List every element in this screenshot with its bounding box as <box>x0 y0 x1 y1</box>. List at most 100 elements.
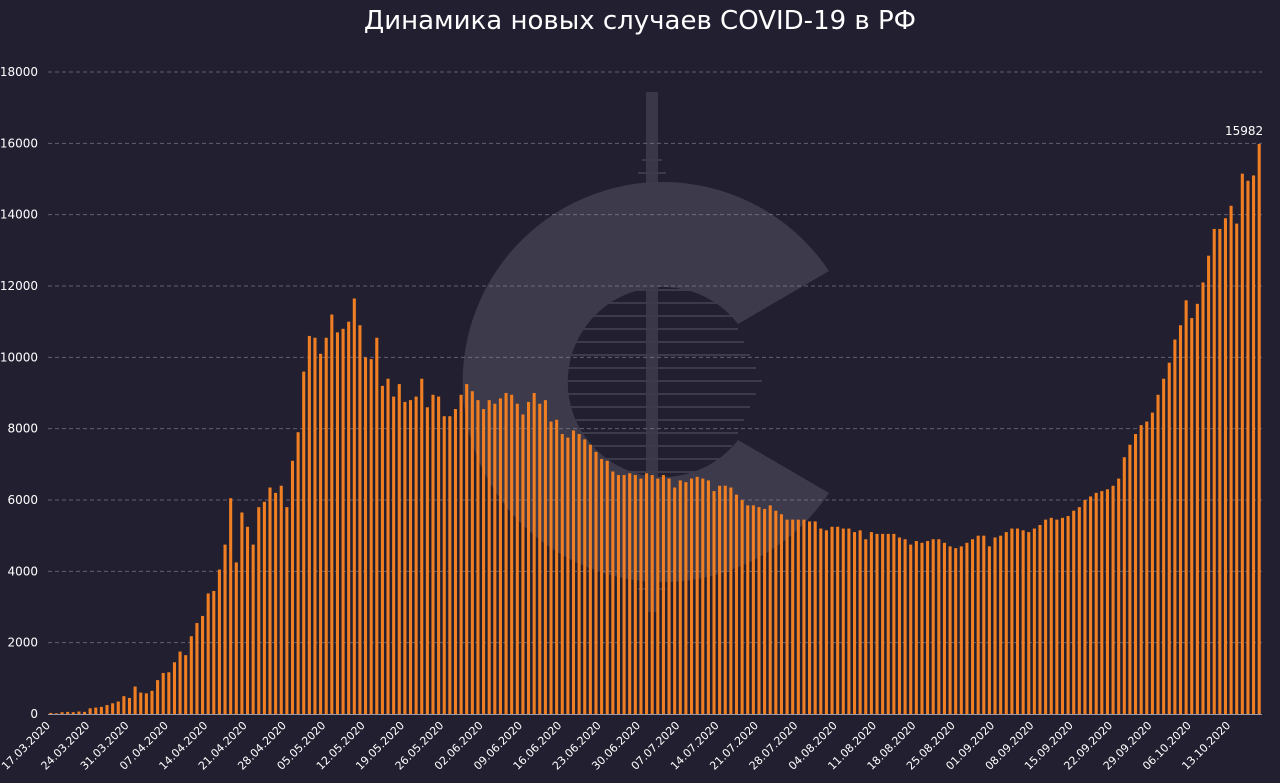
bar <box>1055 519 1059 714</box>
bar <box>1223 218 1228 714</box>
bar <box>111 703 115 714</box>
bar <box>948 546 952 714</box>
bar <box>1111 485 1115 714</box>
bar <box>470 391 474 714</box>
bar <box>1207 255 1211 714</box>
bar <box>1257 143 1261 714</box>
bar <box>836 526 840 714</box>
bar <box>414 396 418 714</box>
bar <box>965 542 969 714</box>
bar <box>931 539 935 714</box>
bar <box>1150 412 1154 714</box>
bar <box>1038 524 1042 714</box>
y-tick-label: 10000 <box>0 350 38 364</box>
y-tick-label: 12000 <box>0 279 38 293</box>
bar <box>347 321 351 714</box>
bar <box>1105 489 1109 714</box>
bar <box>813 521 817 714</box>
y-tick-label: 18000 <box>0 65 38 79</box>
bar <box>1235 223 1239 715</box>
bar <box>1229 205 1233 714</box>
bar <box>802 519 806 714</box>
bar <box>139 692 143 714</box>
bar <box>729 487 733 714</box>
bar <box>768 505 772 714</box>
bar <box>1212 228 1216 714</box>
bar <box>1195 303 1199 714</box>
bar <box>650 475 654 714</box>
bar <box>886 533 890 714</box>
bar <box>442 416 446 714</box>
bar <box>330 314 334 714</box>
bar <box>1122 457 1126 714</box>
bar <box>335 332 339 714</box>
bar <box>88 708 92 714</box>
bar <box>1032 528 1036 714</box>
bar <box>274 492 278 714</box>
data-label-last: 15982 <box>1225 124 1263 138</box>
bar <box>684 482 688 714</box>
bar <box>285 507 289 714</box>
bar <box>1133 434 1138 714</box>
bar <box>521 414 525 714</box>
bar <box>543 400 547 714</box>
bar <box>425 407 429 714</box>
bar <box>937 539 941 714</box>
bar <box>538 403 542 714</box>
bar <box>909 544 913 714</box>
bar <box>1173 339 1177 714</box>
bar <box>324 337 328 714</box>
bar <box>678 480 682 714</box>
bar <box>1145 421 1149 714</box>
bar <box>661 475 665 714</box>
bar <box>341 328 345 714</box>
bar <box>774 510 778 714</box>
bar <box>386 378 390 714</box>
bar <box>824 530 828 714</box>
bar <box>1178 325 1183 714</box>
bar <box>487 400 491 714</box>
bar <box>605 460 609 714</box>
bar <box>892 533 896 714</box>
bar <box>437 396 441 714</box>
bar <box>695 476 699 714</box>
bar <box>279 485 283 714</box>
bar <box>1218 228 1222 714</box>
bar <box>212 590 216 714</box>
bar <box>971 539 975 714</box>
bar <box>99 706 103 714</box>
bar <box>515 403 519 714</box>
bar <box>1066 516 1070 714</box>
bar <box>206 593 210 714</box>
bar <box>262 501 266 714</box>
bar <box>161 672 165 714</box>
c-logo-watermark-icon <box>462 92 829 612</box>
bar <box>364 357 368 714</box>
bar <box>1190 318 1194 714</box>
bar <box>257 507 261 714</box>
bar <box>600 458 604 714</box>
bar <box>448 416 452 714</box>
bar <box>560 434 564 714</box>
bar <box>757 507 761 714</box>
bar <box>116 701 120 714</box>
bar <box>1252 175 1256 714</box>
bar <box>369 359 373 714</box>
bar <box>526 401 531 714</box>
bar <box>144 693 148 714</box>
bar <box>639 478 643 714</box>
bar <box>240 512 244 714</box>
bar <box>167 672 171 714</box>
bar <box>959 546 963 714</box>
bar <box>645 473 649 714</box>
bar <box>993 537 997 714</box>
bar <box>150 690 154 714</box>
bar <box>982 535 986 714</box>
bar <box>740 500 744 714</box>
bar <box>656 478 660 714</box>
bar <box>1094 492 1098 714</box>
bar <box>999 535 1003 714</box>
y-tick-label: 8000 <box>7 422 38 436</box>
bar <box>504 393 508 714</box>
